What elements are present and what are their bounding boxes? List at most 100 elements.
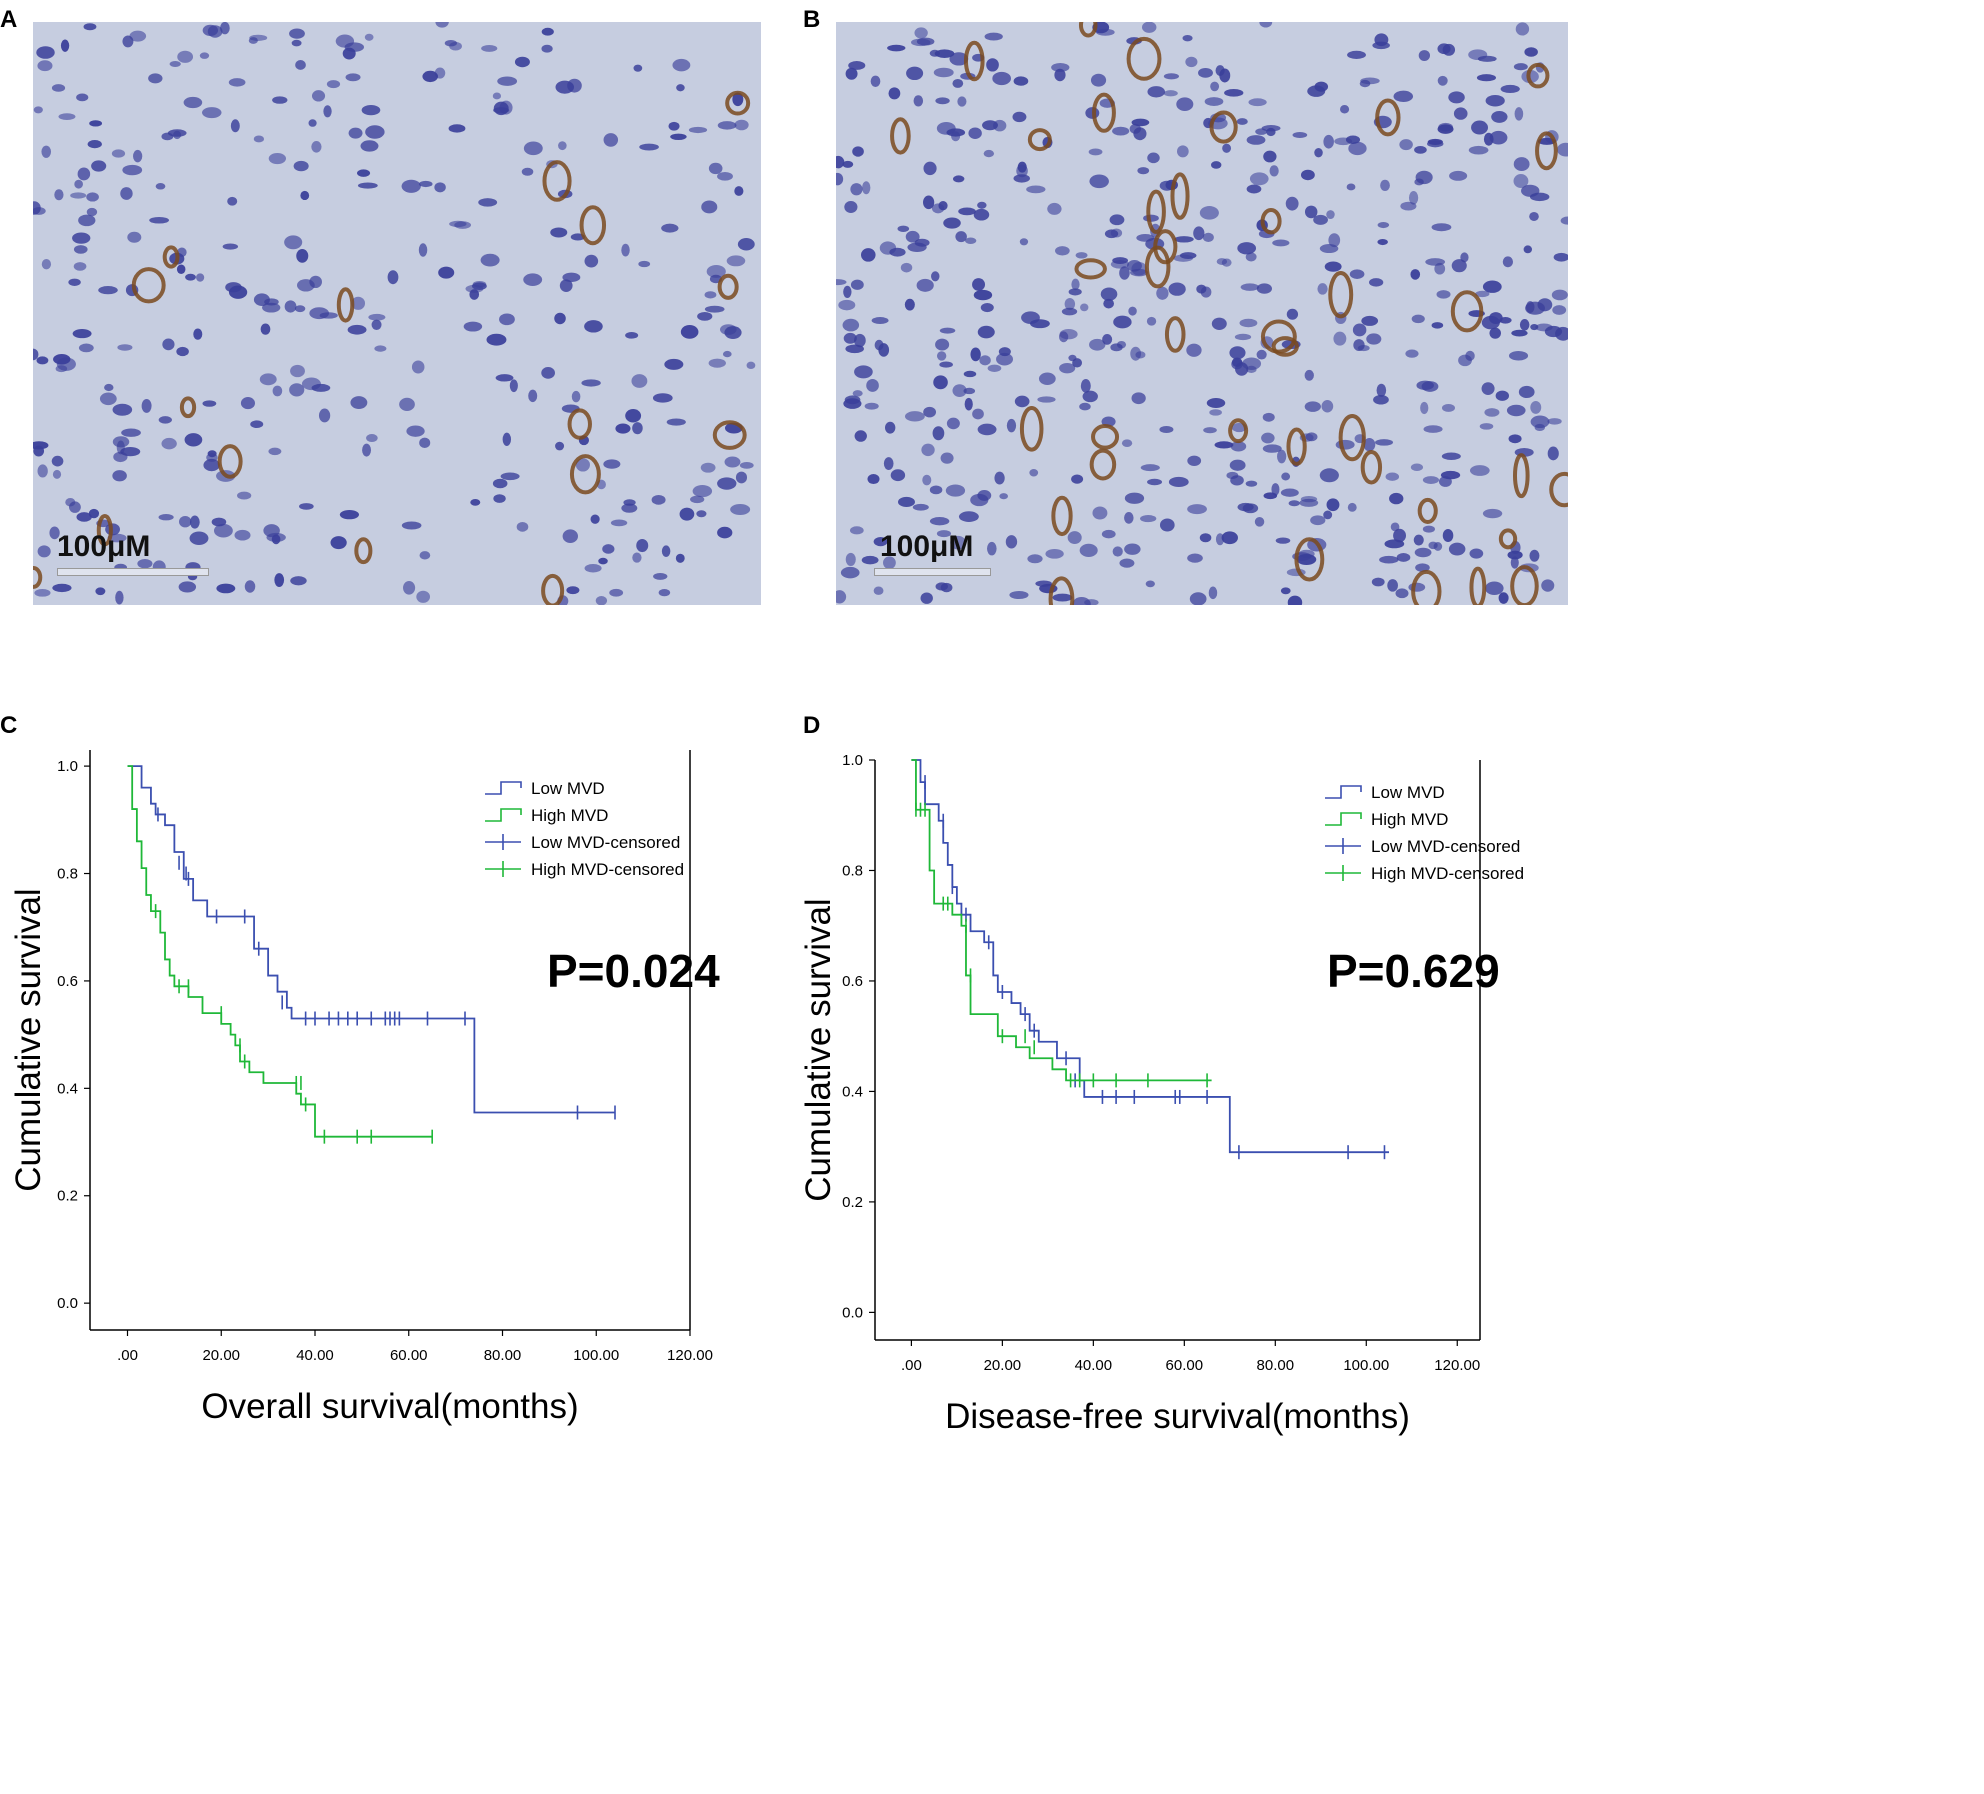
nucleus: [1027, 554, 1043, 564]
nucleus: [339, 510, 360, 520]
x-tick-label: .00: [117, 1347, 138, 1364]
nucleus: [861, 555, 879, 565]
nucleus: [1054, 68, 1066, 82]
nucleus: [996, 352, 1013, 366]
nucleus: [133, 149, 143, 163]
nucleus: [1449, 170, 1468, 181]
nucleus: [1112, 546, 1123, 557]
nucleus: [289, 383, 305, 397]
nucleus: [921, 443, 935, 457]
nucleus: [357, 169, 371, 177]
nucleus: [1500, 84, 1520, 94]
nucleus: [963, 370, 977, 378]
nucleus: [291, 39, 302, 47]
nucleus: [230, 119, 240, 133]
nucleus: [845, 344, 864, 354]
nucleus: [193, 328, 203, 340]
vessel: [1170, 172, 1190, 220]
nucleus: [873, 537, 888, 547]
nucleus: [1146, 316, 1157, 326]
nucleus: [1553, 252, 1568, 262]
legend-swatch-step: [485, 808, 522, 822]
nucleus: [633, 64, 643, 72]
nucleus: [987, 541, 997, 556]
nucleus: [609, 588, 624, 597]
nucleus: [1334, 137, 1353, 146]
nucleus: [1530, 400, 1542, 414]
nucleus: [1469, 465, 1490, 476]
nucleus: [852, 390, 863, 397]
nucleus: [970, 493, 989, 507]
vessel: [1450, 290, 1484, 333]
nucleus: [1525, 301, 1545, 315]
nucleus: [196, 273, 205, 282]
nucleus: [1508, 434, 1522, 444]
nucleus: [652, 393, 673, 403]
nucleus: [1518, 385, 1535, 399]
vessel: [1092, 92, 1116, 133]
nucleus: [1376, 383, 1387, 397]
nucleus: [1182, 34, 1193, 42]
nucleus: [290, 576, 307, 586]
nucleus: [632, 552, 642, 563]
nucleus: [73, 262, 87, 271]
nucleus: [1333, 331, 1347, 346]
nucleus: [1112, 126, 1130, 136]
nucleus: [734, 186, 744, 196]
nucleus: [541, 366, 555, 379]
nucleus: [1513, 63, 1528, 71]
nucleus: [566, 586, 580, 595]
nucleus: [240, 397, 256, 410]
nucleus: [1313, 214, 1328, 225]
nucleus: [621, 243, 630, 257]
nucleus: [83, 23, 97, 31]
nucleus: [311, 90, 326, 102]
vessel: [1089, 448, 1117, 481]
nucleus: [952, 78, 964, 88]
micrograph-a-image: [33, 22, 761, 605]
nucleus: [1156, 286, 1169, 300]
nucleus: [1222, 143, 1232, 153]
nucleus: [717, 477, 737, 490]
nucleus: [1121, 439, 1133, 447]
vessel: [712, 420, 747, 450]
nucleus: [672, 58, 691, 72]
nucleus: [360, 140, 379, 152]
nucleus: [679, 507, 695, 521]
nucleus: [1131, 392, 1146, 405]
y-tick-label: 0.6: [57, 973, 78, 990]
nucleus: [76, 93, 89, 102]
nucleus: [1373, 394, 1389, 405]
nucleus: [68, 278, 81, 286]
nucleus: [1210, 81, 1220, 92]
p-value-text: P=0.024: [547, 945, 720, 997]
nucleus: [1547, 446, 1559, 461]
nucleus: [272, 96, 288, 104]
nucleus: [905, 230, 920, 243]
nucleus: [112, 403, 133, 416]
nucleus: [922, 474, 932, 486]
nucleus: [1489, 327, 1501, 339]
nucleus: [923, 195, 935, 210]
nucleus: [700, 462, 716, 473]
nucleus: [1396, 553, 1411, 562]
nucleus: [914, 27, 928, 39]
nucleus: [1560, 216, 1568, 225]
nucleus: [1068, 354, 1077, 362]
survival-curve-high_mvd: [911, 759, 1212, 1082]
nucleus: [1359, 79, 1371, 88]
nucleus: [262, 302, 281, 313]
nucleus: [1423, 425, 1443, 433]
nucleus: [1277, 449, 1287, 464]
nucleus: [1124, 492, 1145, 504]
vessel: [162, 245, 180, 269]
nucleus: [945, 484, 966, 497]
nucleus: [1361, 315, 1379, 326]
nucleus: [1287, 595, 1303, 605]
vessel: [1535, 131, 1558, 171]
nucleus: [661, 545, 671, 557]
nucleus: [726, 255, 746, 267]
nucleus: [184, 433, 203, 447]
nucleus: [717, 121, 737, 130]
nucleus: [1468, 145, 1489, 155]
